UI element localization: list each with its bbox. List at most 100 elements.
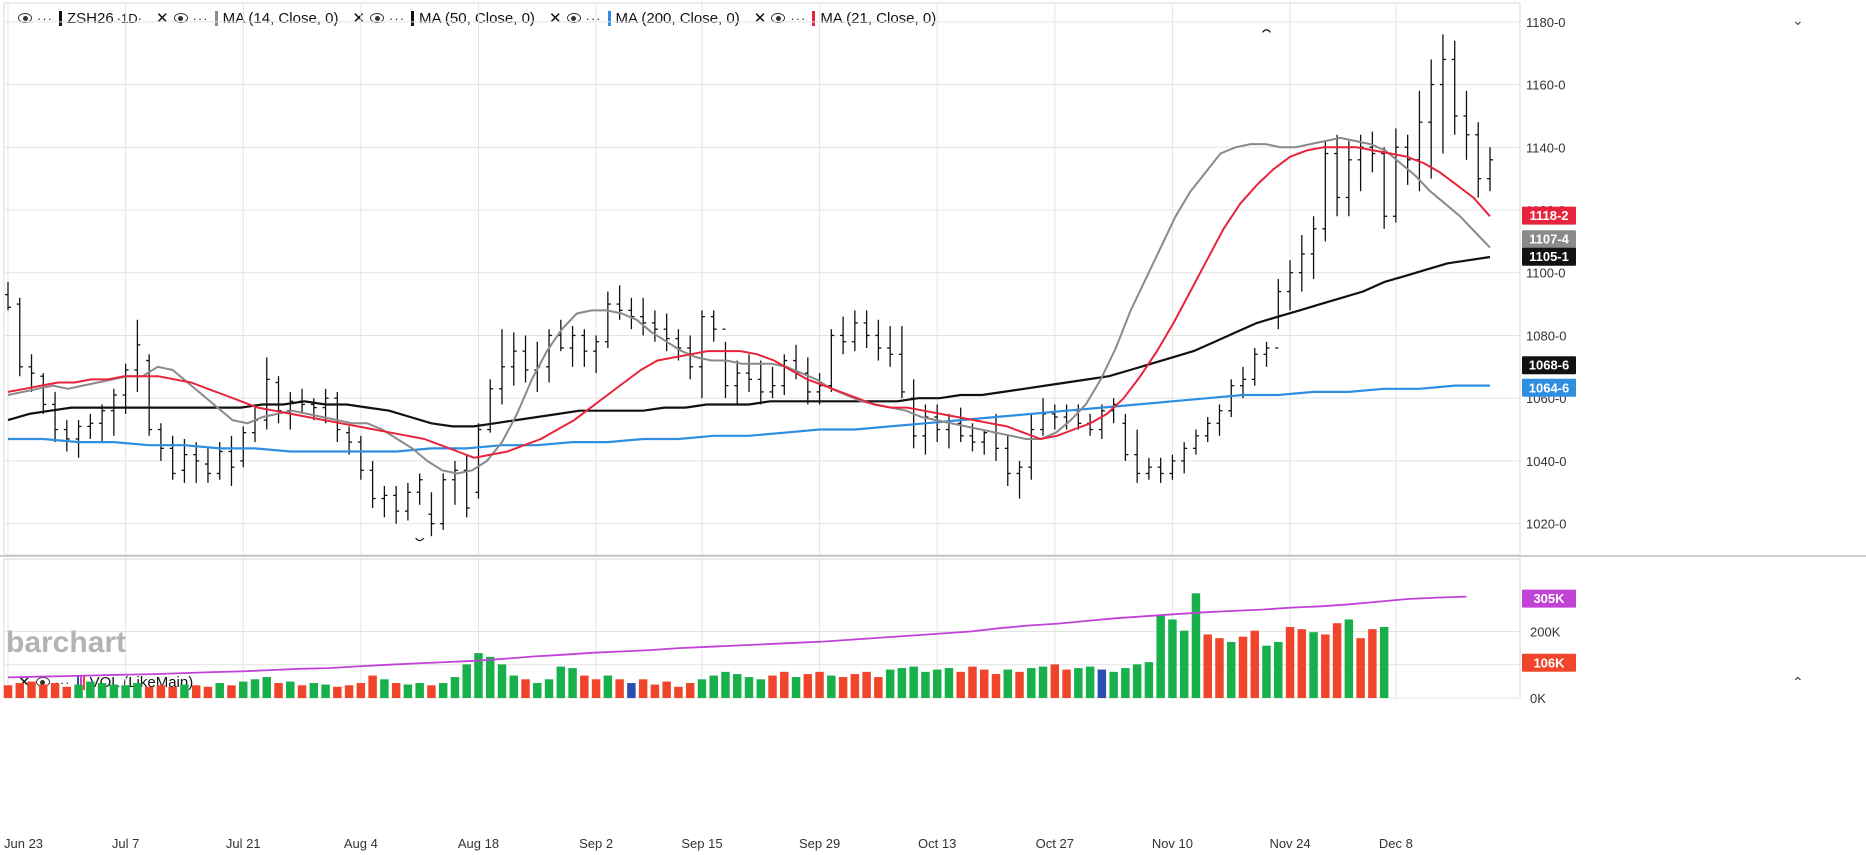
volume-bar bbox=[86, 681, 95, 698]
volume-bar bbox=[274, 683, 283, 698]
volume-bar bbox=[662, 681, 671, 698]
volume-bar bbox=[309, 683, 319, 698]
volume-bar bbox=[333, 686, 342, 698]
volume-bar bbox=[803, 674, 813, 698]
date-tick-label: Dec 8 bbox=[1379, 836, 1413, 851]
volume-bar bbox=[133, 683, 142, 698]
volume-bar bbox=[1321, 634, 1330, 698]
volume-bar bbox=[1109, 671, 1118, 698]
volume-bar bbox=[568, 668, 577, 698]
volume-vol-badge bbox=[1522, 653, 1576, 672]
vol-swatch-blue bbox=[76, 674, 79, 690]
volume-bar bbox=[991, 674, 1001, 698]
volume-bar bbox=[1368, 629, 1377, 698]
volume-bar bbox=[885, 669, 895, 698]
volume-bar bbox=[521, 679, 530, 698]
volume-bar bbox=[944, 668, 954, 698]
close-icon[interactable]: ✕ bbox=[548, 10, 562, 27]
volume-bar bbox=[1132, 664, 1142, 698]
volume-bars bbox=[3, 593, 1467, 698]
volume-bar bbox=[1215, 638, 1224, 698]
eye-icon[interactable] bbox=[566, 13, 581, 23]
volume-bar bbox=[438, 683, 448, 698]
ma21-line bbox=[7, 146, 1491, 459]
close-icon[interactable]: ✕ bbox=[352, 10, 366, 27]
volume-bar bbox=[415, 683, 424, 698]
volume-bar bbox=[591, 679, 601, 698]
last-badge bbox=[1522, 356, 1576, 375]
volume-bar bbox=[391, 683, 401, 698]
volume-bar bbox=[1027, 668, 1036, 698]
eye-icon[interactable] bbox=[173, 13, 188, 23]
ma14-swatch bbox=[214, 10, 218, 26]
volume-bar bbox=[1227, 641, 1236, 698]
volume-bar bbox=[203, 686, 213, 698]
volume-bar bbox=[1015, 671, 1024, 698]
volume-tick-label: 0K bbox=[1530, 691, 1546, 706]
ma21-badge bbox=[1522, 206, 1576, 225]
date-tick-label: Jul 7 bbox=[112, 836, 139, 851]
close-icon[interactable]: ✕ bbox=[753, 10, 767, 27]
volume-bar bbox=[191, 685, 201, 698]
volume-bar bbox=[1250, 630, 1259, 698]
volume-bar bbox=[533, 683, 542, 698]
volume-bar bbox=[744, 677, 754, 698]
volume-bar bbox=[1168, 619, 1177, 698]
close-icon[interactable]: ✕ bbox=[156, 10, 169, 27]
eye-icon[interactable] bbox=[771, 13, 786, 23]
last-badge-label: 1068-6 bbox=[1529, 358, 1569, 373]
volume-bar bbox=[721, 671, 730, 698]
eye-icon[interactable] bbox=[18, 13, 32, 23]
volume-bar bbox=[1274, 641, 1283, 698]
volume-bar bbox=[827, 675, 836, 698]
date-tick-label: Nov 24 bbox=[1269, 836, 1310, 851]
date-tick-label: Jul 21 bbox=[226, 836, 261, 851]
eye-icon[interactable] bbox=[370, 13, 385, 23]
volume-bar bbox=[909, 666, 918, 698]
ma200-badge bbox=[1522, 378, 1576, 397]
volume-bar bbox=[474, 653, 483, 698]
price-tick-label: 1180-0 bbox=[1526, 15, 1566, 30]
volume-bar bbox=[1179, 630, 1189, 698]
avg-volume-line bbox=[7, 595, 1467, 679]
volume-bar bbox=[156, 685, 166, 698]
ma50-line bbox=[7, 255, 1491, 428]
volume-bar bbox=[1050, 664, 1060, 698]
vol-swatch-red bbox=[82, 674, 85, 690]
volume-bar bbox=[215, 683, 224, 698]
volume-bar bbox=[685, 683, 695, 698]
volume-bar bbox=[862, 671, 871, 698]
ma200-badge-label: 1064-6 bbox=[1529, 380, 1569, 395]
volume-bar bbox=[1097, 669, 1107, 698]
vol-swatch-purple bbox=[79, 674, 82, 690]
ma21-swatch bbox=[812, 10, 816, 26]
volume-tick-label: 200K bbox=[1530, 625, 1561, 640]
volume-bar bbox=[168, 686, 177, 698]
price-tick-label: 1040-0 bbox=[1526, 454, 1566, 469]
price-tick-label: 1080-0 bbox=[1526, 328, 1566, 343]
date-tick-label: Sep 2 bbox=[579, 836, 613, 851]
ma14-line bbox=[7, 136, 1491, 475]
ma14-badge-label: 1107-4 bbox=[1529, 232, 1570, 247]
ma200-swatch bbox=[607, 10, 611, 26]
volume-bar bbox=[1297, 629, 1307, 698]
date-tick-label: Aug 4 bbox=[344, 836, 378, 851]
volume-bar bbox=[1356, 638, 1365, 698]
volume-bar bbox=[50, 683, 60, 698]
volume-bar bbox=[450, 677, 460, 698]
date-tick-label: Sep 15 bbox=[681, 836, 722, 851]
date-tick-label: Nov 10 bbox=[1152, 836, 1193, 851]
volume-bar bbox=[427, 685, 436, 698]
ma50-swatch bbox=[411, 10, 415, 26]
volume-avg-badge bbox=[1522, 589, 1576, 608]
chevron-down-icon[interactable]: ⌄ bbox=[1792, 12, 1804, 28]
ma50-badge-label: 1105-1 bbox=[1529, 249, 1569, 264]
volume-bar bbox=[638, 679, 648, 698]
chevron-up-icon[interactable]: ⌃ bbox=[1792, 674, 1804, 690]
moving-average-lines bbox=[7, 136, 1491, 475]
volume-bar bbox=[368, 675, 377, 698]
volume-bar bbox=[509, 675, 518, 698]
volume-bar bbox=[144, 686, 154, 698]
price-tick-label: 1100-0 bbox=[1526, 266, 1566, 281]
